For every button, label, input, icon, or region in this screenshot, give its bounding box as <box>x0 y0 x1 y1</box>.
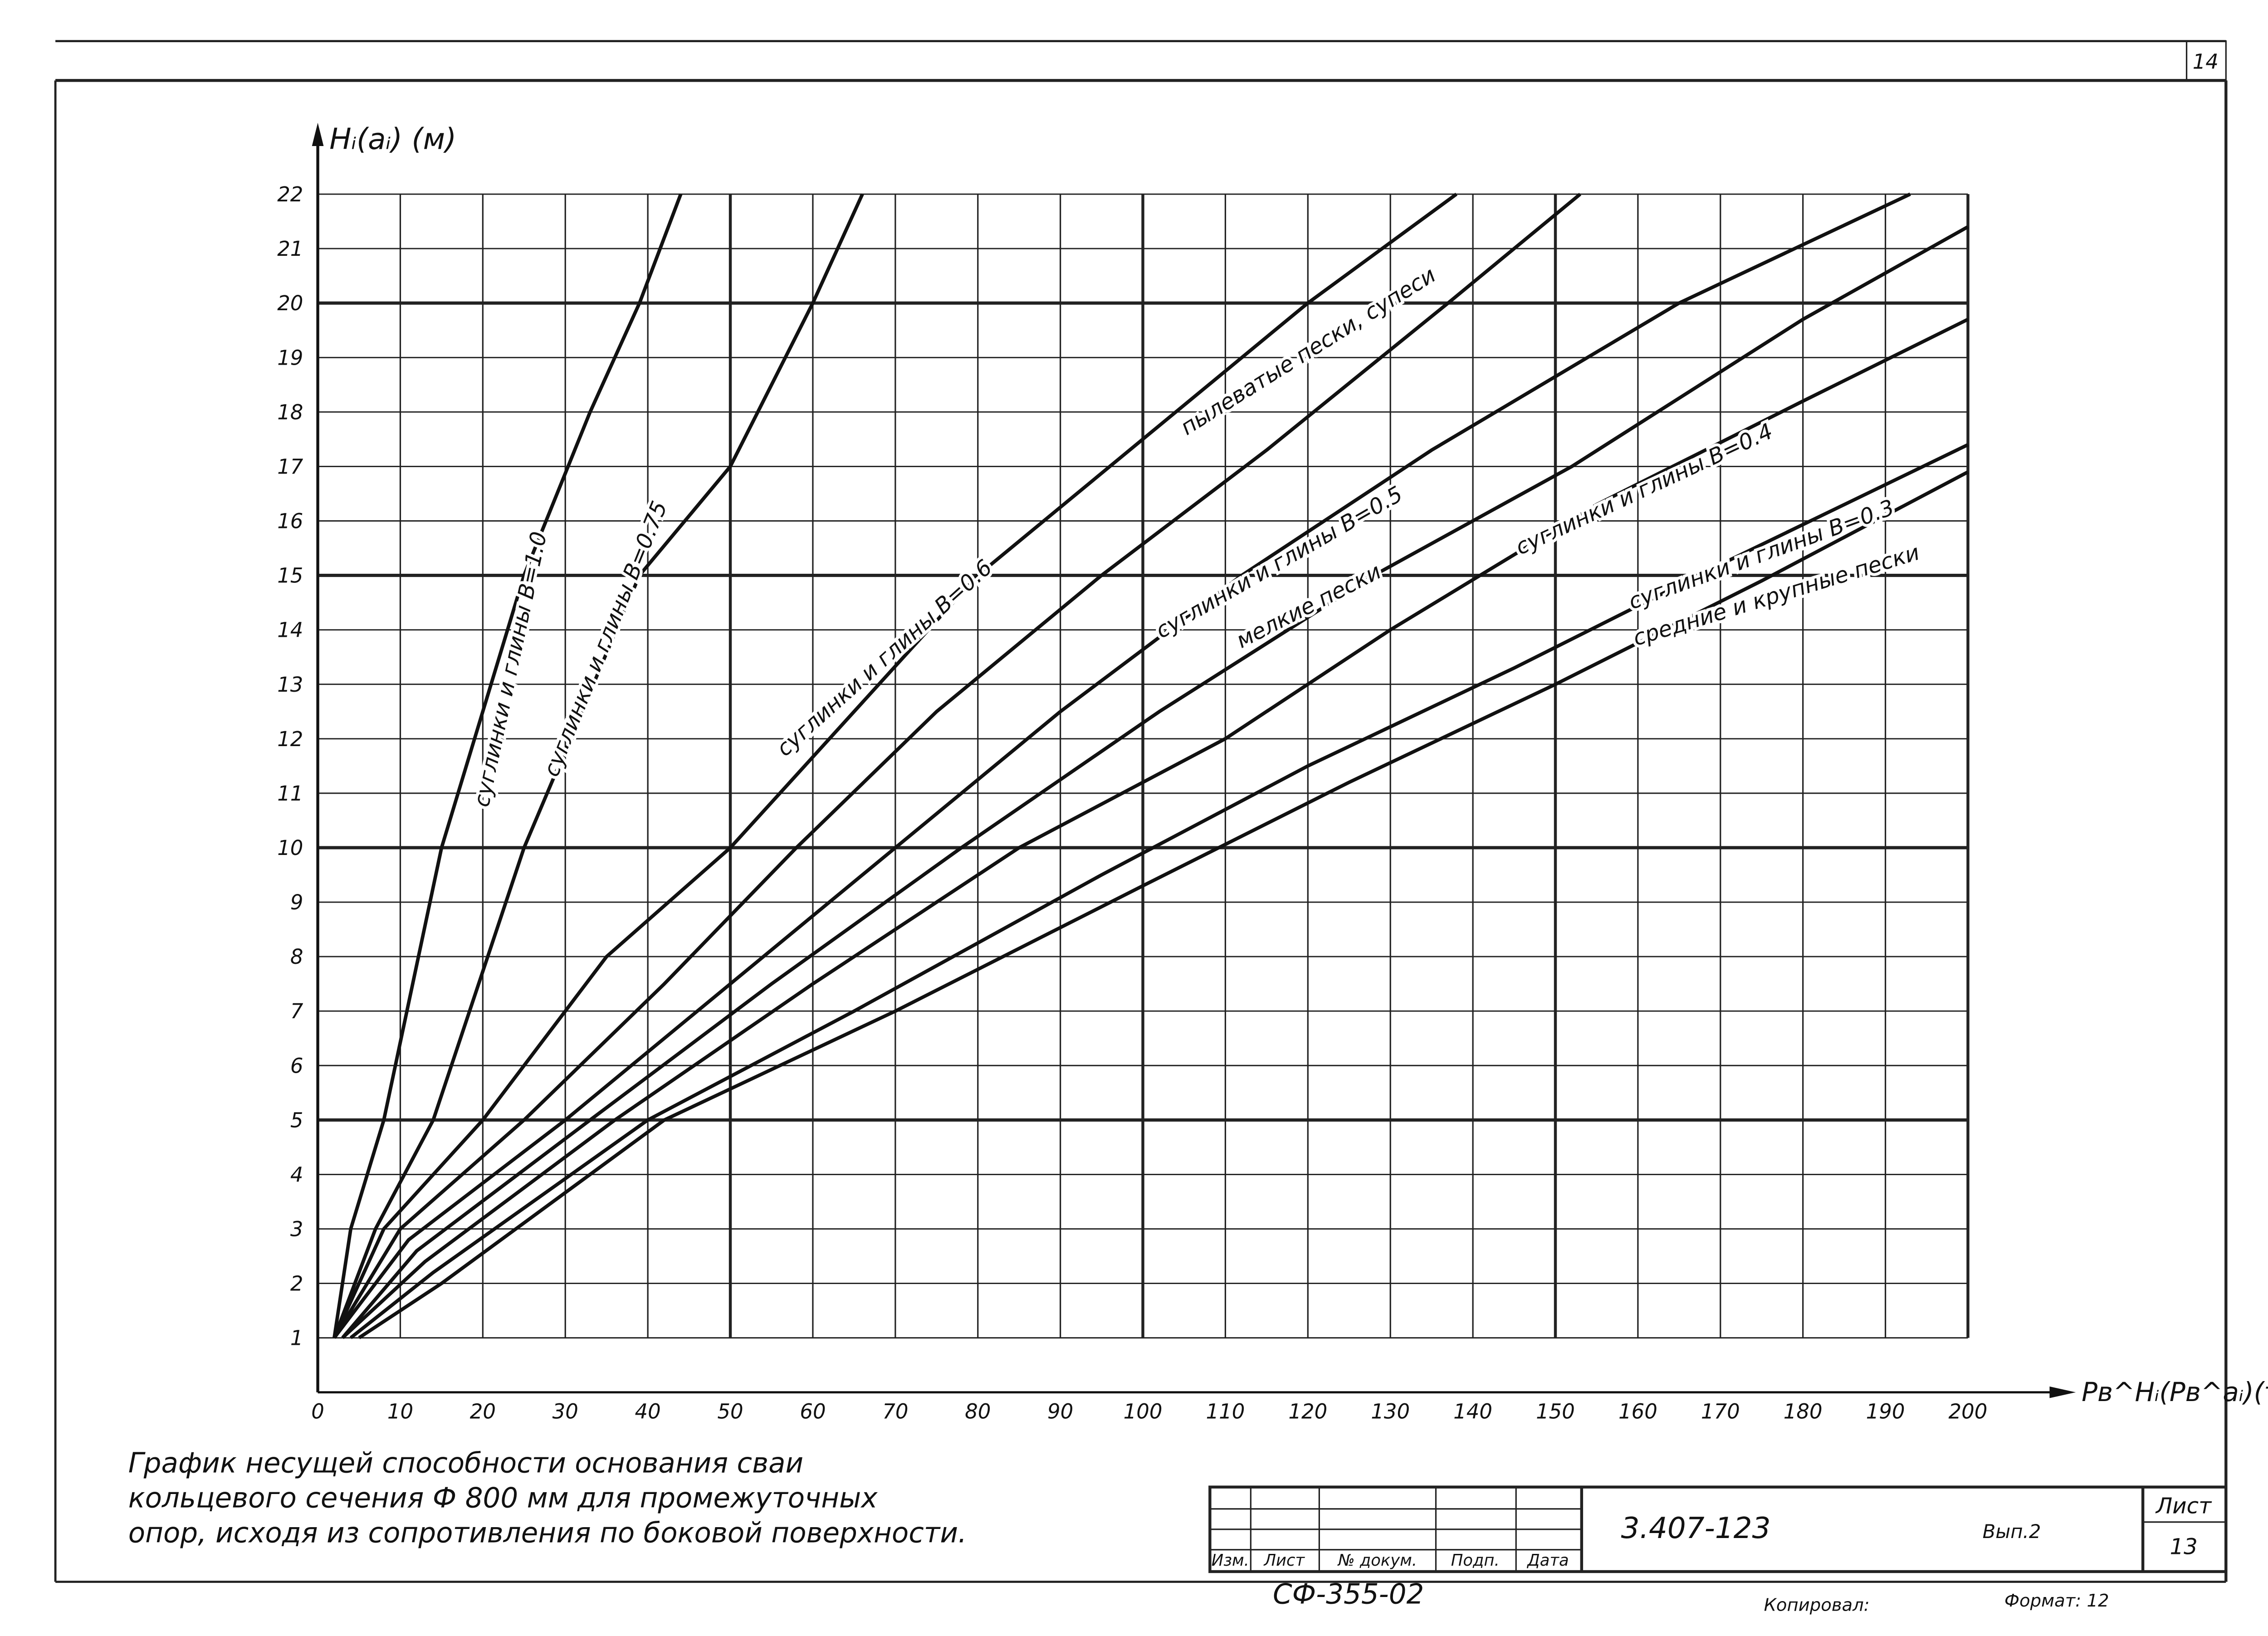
title-block <box>1208 1485 2228 1573</box>
x-tick-label: 160 <box>1618 1400 1657 1424</box>
curve <box>341 225 1969 1339</box>
y-tick-label: 3 <box>290 1217 303 1241</box>
x-tick-label: 70 <box>882 1400 908 1424</box>
curve <box>332 192 1458 1339</box>
stamp-sheet-label: Лист <box>2155 1493 2212 1519</box>
stamp-column: Подп. <box>1451 1551 1500 1570</box>
x-tick-label: 180 <box>1784 1400 1823 1424</box>
y-tick-label: 12 <box>277 727 303 751</box>
x-tick-label: 80 <box>965 1400 991 1424</box>
y-tick-label: 8 <box>290 945 303 969</box>
curve <box>332 192 1911 1339</box>
y-tick-label: 6 <box>290 1054 303 1078</box>
y-tick-label: 10 <box>277 836 303 860</box>
y-tick-label: 9 <box>290 890 303 914</box>
stamp-number: СФ-355-02 <box>1273 1578 1424 1611</box>
y-tick-label: 4 <box>290 1162 303 1187</box>
curve <box>332 193 864 1338</box>
caption-line: опор, исходя из сопротивления по боковой… <box>128 1517 967 1549</box>
stamp-code: 3.407-123 <box>1621 1511 1771 1545</box>
y-tick-label: 22 <box>277 182 303 206</box>
y-tick-label: 11 <box>277 781 303 806</box>
y-tick-label: 16 <box>277 509 303 533</box>
x-tick-label: 150 <box>1536 1400 1575 1424</box>
stamp-column: Лист <box>1263 1551 1305 1570</box>
stamp-format: Формат: 12 <box>2004 1591 2109 1611</box>
y-tick-label: 15 <box>277 564 303 588</box>
stamp-issue: Вып.2 <box>1983 1520 2041 1543</box>
y-tick-label: 19 <box>277 346 303 370</box>
curve <box>341 317 1969 1339</box>
x-tick-label: 30 <box>552 1400 578 1424</box>
y-tick-label: 13 <box>277 673 303 697</box>
stamp-column: № докум. <box>1337 1551 1417 1570</box>
x-tick-label: 40 <box>635 1400 661 1424</box>
curve <box>332 193 683 1338</box>
x-tick-label: 50 <box>717 1400 743 1424</box>
x-tick-label: 60 <box>800 1400 826 1424</box>
curve <box>349 443 1969 1339</box>
y-tick-label: 5 <box>290 1108 303 1132</box>
x-tick-label: 20 <box>470 1400 496 1424</box>
curve <box>358 470 1969 1339</box>
x-tick-label: 200 <box>1949 1400 1988 1424</box>
y-tick-label: 18 <box>277 400 303 424</box>
stamp-column: Дата <box>1526 1551 1569 1570</box>
stamp-column: Изм. <box>1212 1551 1249 1570</box>
x-tick-label: 10 <box>387 1400 413 1424</box>
page-number-box <box>2185 40 2227 81</box>
stamp-copied: Копировал: <box>1764 1595 1870 1616</box>
x-tick-label: 110 <box>1206 1400 1245 1424</box>
y-axis-label: Hᵢ(aᵢ) (м) <box>329 122 456 156</box>
x-tick-label: 190 <box>1866 1400 1905 1424</box>
x-tick-label: 170 <box>1701 1400 1740 1424</box>
stamp-sheet: 13 <box>2170 1534 2197 1559</box>
y-tick-label: 2 <box>290 1272 303 1296</box>
x-tick-label: 120 <box>1288 1400 1327 1424</box>
y-tick-label: 14 <box>277 618 303 642</box>
x-tick-label: 130 <box>1371 1400 1410 1424</box>
y-tick-label: 17 <box>277 454 303 479</box>
y-tick-label: 7 <box>290 999 303 1023</box>
curve <box>332 193 1582 1339</box>
x-tick-label: 90 <box>1047 1400 1073 1424</box>
y-tick-label: 20 <box>277 291 303 315</box>
x-tick-label: 140 <box>1453 1400 1492 1424</box>
x-tick-label: 0 <box>311 1400 324 1424</box>
x-tick-label: 100 <box>1124 1400 1163 1424</box>
page-number: 14 <box>2193 50 2219 74</box>
y-tick-label: 1 <box>290 1326 303 1350</box>
y-axis-arrow <box>312 122 324 146</box>
y-tick-label: 21 <box>277 237 303 261</box>
x-axis-arrow <box>2049 1386 2076 1398</box>
x-axis-label: Pв^Hᵢ(Pв^aᵢ)(т) <box>2082 1377 2268 1407</box>
caption-line: кольцевого сечения Ф 800 мм для промежут… <box>128 1482 878 1514</box>
caption-line: График несущей способности основания сва… <box>128 1447 803 1479</box>
